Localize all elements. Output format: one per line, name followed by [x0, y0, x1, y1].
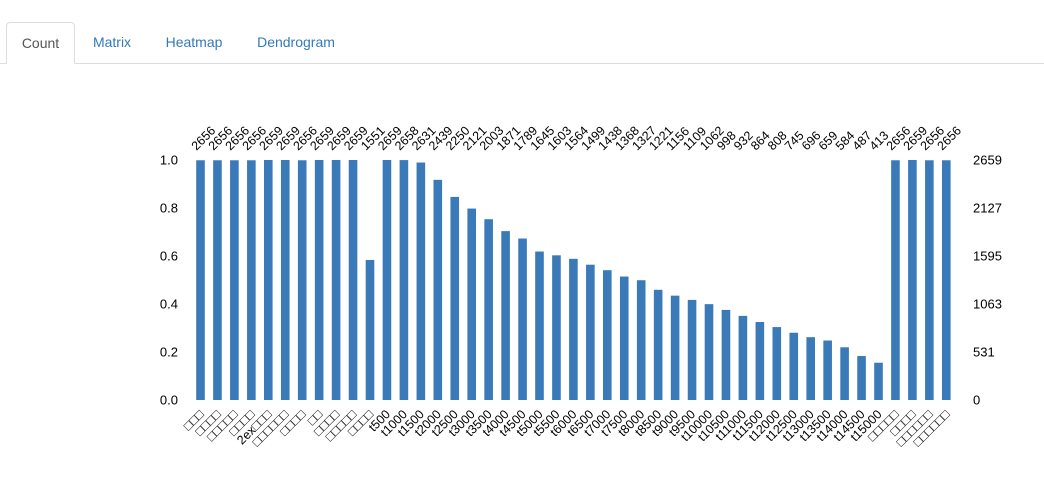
bar: [535, 251, 544, 400]
bar: [603, 270, 612, 400]
missing-count-bar-chart: 0.00.20.40.60.81.00531106315952127265926…: [160, 124, 1002, 450]
bar: [755, 322, 765, 400]
bar: [569, 258, 578, 400]
bar: [196, 160, 205, 400]
left-axis-tick-label: 0.6: [160, 249, 178, 264]
bar: [331, 160, 341, 400]
bar: [213, 160, 222, 400]
right-axis-tick-label: 2127: [973, 201, 1002, 216]
right-axis-tick-label: 0: [973, 393, 980, 408]
bar: [840, 347, 849, 400]
bar: [297, 160, 307, 400]
bar: [365, 260, 375, 400]
bar: [772, 327, 782, 400]
tab-bar: Count Matrix Heatmap Dendrogram: [0, 0, 1044, 64]
right-axis-tick-label: 2659: [973, 153, 1002, 168]
bar: [552, 255, 561, 400]
bar: [586, 264, 595, 400]
bar: [518, 238, 527, 400]
bar: [942, 160, 951, 400]
right-axis-tick-label: 531: [973, 345, 995, 360]
right-axis-tick-label: 1063: [973, 297, 1002, 312]
left-axis-tick-label: 0.0: [160, 393, 178, 408]
bar: [230, 160, 239, 400]
bar: [247, 160, 256, 400]
bar: [653, 289, 663, 400]
tab-count[interactable]: Count: [6, 22, 75, 64]
bar: [738, 315, 748, 400]
bar: [348, 160, 358, 400]
tab-matrix[interactable]: Matrix: [92, 34, 132, 50]
bar: [806, 337, 815, 400]
bar: [857, 356, 866, 400]
bar: [619, 276, 629, 400]
bar: [450, 196, 460, 400]
bar: [280, 160, 290, 400]
tab-bar-divider: [0, 63, 1044, 64]
bar: [670, 295, 680, 400]
bar: [789, 332, 799, 400]
bar: [467, 208, 476, 400]
bar: [874, 362, 883, 400]
bar: [264, 160, 273, 400]
bar: [382, 160, 392, 400]
bar: [925, 160, 934, 400]
bar: [704, 304, 714, 400]
bar: [399, 160, 409, 400]
bar: [433, 179, 443, 400]
bar: [908, 160, 917, 400]
tab-dendrogram[interactable]: Dendrogram: [257, 34, 335, 50]
left-axis-tick-label: 0.4: [160, 297, 178, 312]
bar: [823, 340, 832, 400]
bar: [501, 231, 510, 400]
tab-heatmap[interactable]: Heatmap: [165, 34, 223, 50]
bar: [314, 160, 324, 400]
bar: [891, 160, 900, 400]
bar: [687, 299, 697, 400]
right-axis-tick-label: 1595: [973, 249, 1002, 264]
bar: [416, 162, 426, 400]
bar: [484, 219, 493, 400]
left-axis-tick-label: 1.0: [160, 153, 178, 168]
bar: [721, 309, 731, 400]
bar: [636, 280, 646, 400]
left-axis-tick-label: 0.8: [160, 201, 178, 216]
left-axis-tick-label: 0.2: [160, 345, 178, 360]
